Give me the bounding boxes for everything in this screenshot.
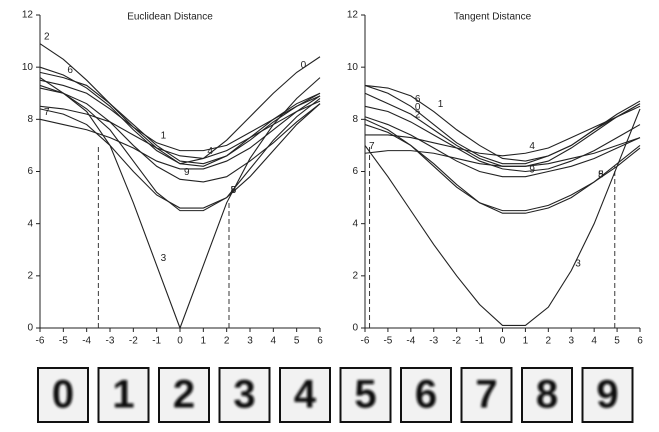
chart-title: Tangent Distance bbox=[454, 12, 532, 23]
x-tick-label: -3 bbox=[429, 336, 438, 347]
series-label: 3 bbox=[575, 258, 581, 269]
x-tick-label: 3 bbox=[247, 336, 253, 347]
y-tick-label: 4 bbox=[352, 218, 358, 229]
series-label: 8 bbox=[598, 170, 604, 181]
x-tick-label: 4 bbox=[591, 336, 597, 347]
x-tick-label: 0 bbox=[500, 336, 506, 347]
y-tick-label: 8 bbox=[27, 114, 33, 125]
series-line bbox=[365, 106, 640, 171]
series-line bbox=[365, 117, 640, 177]
y-tick-label: 0 bbox=[27, 323, 33, 334]
series-line bbox=[40, 96, 320, 169]
series-label: 6 bbox=[67, 65, 73, 76]
x-tick-label: -4 bbox=[406, 336, 415, 347]
series-line bbox=[40, 101, 320, 158]
x-tick-label: -3 bbox=[106, 336, 115, 347]
digit-glyph: 9 bbox=[596, 373, 618, 417]
y-tick-label: 6 bbox=[27, 166, 33, 177]
digit-glyph: 3 bbox=[233, 373, 255, 417]
series-label: 9 bbox=[529, 164, 535, 175]
series-line bbox=[365, 85, 640, 161]
x-tick-label: 1 bbox=[201, 336, 207, 347]
series-label: 7 bbox=[44, 107, 50, 118]
axis-frame bbox=[40, 15, 320, 328]
x-tick-label: -6 bbox=[36, 336, 45, 347]
digit-image: 2 bbox=[159, 368, 209, 422]
x-tick-label: -6 bbox=[361, 336, 370, 347]
y-tick-label: 12 bbox=[22, 10, 34, 21]
series-line bbox=[40, 72, 320, 163]
x-tick-label: 6 bbox=[317, 336, 323, 347]
x-tick-label: 6 bbox=[637, 336, 643, 347]
digit-image: 9 bbox=[583, 368, 633, 422]
digit-glyph: 5 bbox=[354, 373, 376, 417]
figure: 024681012-6-5-4-3-2-10123456Euclidean Di… bbox=[0, 0, 659, 432]
digit-image: 6 bbox=[401, 368, 451, 422]
digit-glyph: 7 bbox=[475, 373, 497, 417]
y-tick-label: 6 bbox=[352, 166, 358, 177]
x-tick-label: 3 bbox=[568, 336, 574, 347]
series-line bbox=[40, 80, 320, 150]
series-label: 6 bbox=[415, 94, 421, 105]
x-tick-label: 5 bbox=[294, 336, 300, 347]
chart-title: Euclidean Distance bbox=[127, 12, 213, 23]
digit-glyph: 2 bbox=[173, 373, 195, 417]
series-label: 1 bbox=[438, 99, 444, 110]
y-tick-label: 10 bbox=[347, 62, 359, 73]
series-label: 9 bbox=[184, 167, 190, 178]
digit-glyph: 6 bbox=[415, 373, 437, 417]
x-tick-label: -5 bbox=[59, 336, 68, 347]
x-tick-label: 4 bbox=[271, 336, 277, 347]
x-tick-label: 2 bbox=[546, 336, 552, 347]
x-tick-label: -1 bbox=[475, 336, 484, 347]
series-label: 0 bbox=[301, 60, 307, 71]
series-line bbox=[365, 109, 640, 325]
y-tick-label: 2 bbox=[27, 270, 33, 281]
x-tick-label: -1 bbox=[152, 336, 161, 347]
digit-image: 4 bbox=[280, 368, 330, 422]
digit-glyph: 0 bbox=[52, 373, 74, 417]
series-label: 2 bbox=[44, 31, 50, 42]
digit-image: 1 bbox=[99, 368, 149, 422]
y-tick-label: 8 bbox=[352, 114, 358, 125]
x-tick-label: -2 bbox=[129, 336, 138, 347]
x-tick-label: 1 bbox=[523, 336, 529, 347]
x-tick-label: 5 bbox=[614, 336, 620, 347]
x-tick-label: -5 bbox=[383, 336, 392, 347]
series-line bbox=[40, 78, 320, 328]
y-tick-label: 12 bbox=[347, 10, 359, 21]
series-label: 1 bbox=[161, 130, 167, 141]
series-line bbox=[40, 85, 320, 210]
digit-image: 3 bbox=[220, 368, 270, 422]
digit-image: 8 bbox=[522, 368, 572, 422]
series-line bbox=[40, 57, 320, 164]
series-line bbox=[40, 44, 320, 167]
digit-glyph: 1 bbox=[112, 373, 134, 417]
x-tick-label: 0 bbox=[177, 336, 183, 347]
series-label: 4 bbox=[529, 141, 535, 152]
digit-glyph: 8 bbox=[536, 373, 558, 417]
series-label: 3 bbox=[161, 253, 167, 264]
series-label: 8 bbox=[231, 185, 237, 196]
y-tick-label: 10 bbox=[22, 62, 34, 73]
y-tick-label: 0 bbox=[352, 323, 358, 334]
y-tick-label: 4 bbox=[27, 218, 33, 229]
digit-image: 5 bbox=[341, 368, 391, 422]
x-tick-label: -4 bbox=[82, 336, 91, 347]
digit-image: 7 bbox=[462, 368, 512, 422]
y-tick-label: 2 bbox=[352, 270, 358, 281]
x-tick-label: -2 bbox=[452, 336, 461, 347]
digit-glyph: 4 bbox=[294, 373, 317, 417]
x-tick-label: 2 bbox=[224, 336, 230, 347]
series-label: 4 bbox=[207, 146, 213, 157]
digit-image: 0 bbox=[38, 368, 88, 422]
